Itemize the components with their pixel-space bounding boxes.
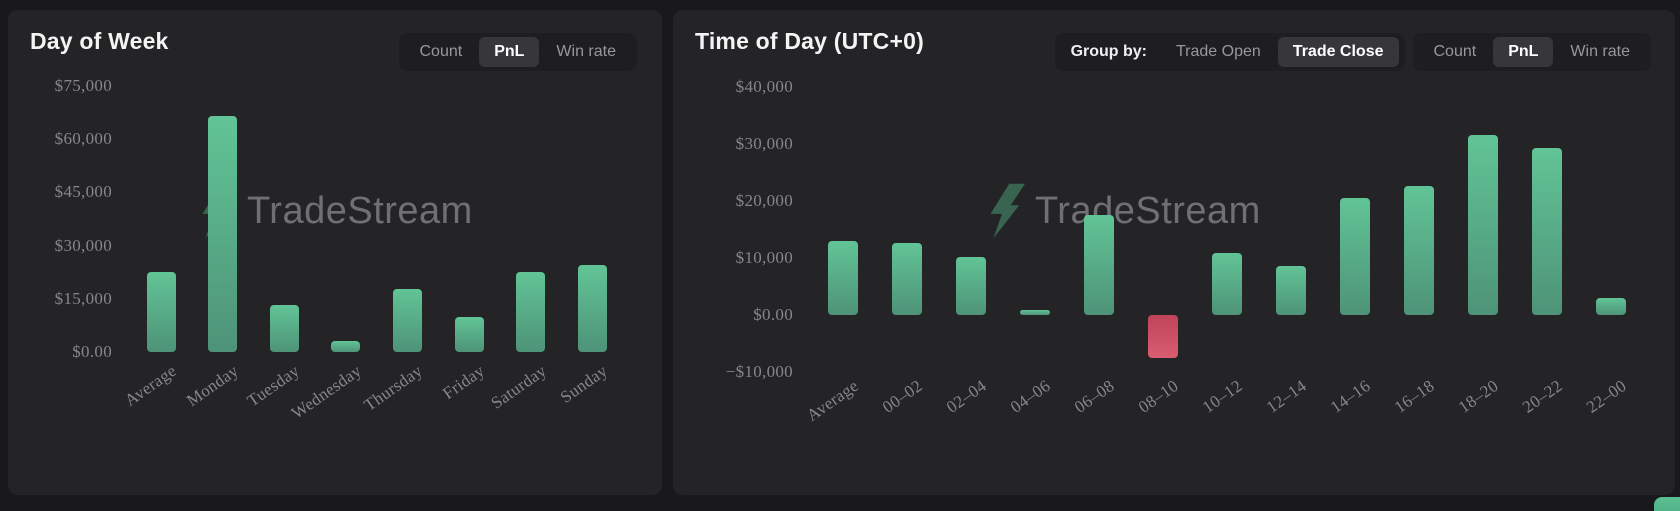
bar-06–08[interactable]	[1084, 215, 1114, 315]
bar-Saturday[interactable]	[516, 272, 546, 352]
metric-toggle: Count PnL Win rate	[1412, 33, 1651, 71]
bar-Average[interactable]	[146, 272, 176, 352]
bar-02–04[interactable]	[956, 256, 986, 315]
watermark: TradeStream	[979, 182, 1261, 240]
x-axis-tick-label: Average	[121, 361, 180, 411]
chart-title: Day of Week	[30, 28, 169, 54]
pnl-button[interactable]: PnL	[479, 37, 540, 67]
y-axis-tick-label: $0.00	[753, 305, 793, 324]
pnl-button[interactable]: PnL	[1493, 37, 1554, 67]
bar-14–16[interactable]	[1340, 198, 1370, 315]
y-axis-tick-label: $75,000	[54, 76, 112, 95]
bar-Monday[interactable]	[208, 116, 238, 352]
y-axis-tick-label: −$10,000	[725, 362, 793, 381]
bar-22–00[interactable]	[1596, 297, 1626, 315]
bar-Tuesday[interactable]	[269, 305, 299, 352]
y-axis-tick-label: $45,000	[54, 182, 112, 202]
day-of-week-chart: $75,000 $60,000 $45,000 $30,000 $15,000 $0.00…	[8, 10, 662, 495]
bar-16–18[interactable]	[1404, 186, 1434, 315]
trade-close-button[interactable]: Trade Close	[1277, 37, 1399, 67]
y-axis-tick-label: $15,000	[54, 288, 112, 308]
time-of-day-card: Time of Day (UTC+0) Group by: Trade Open…	[673, 10, 1675, 495]
day-of-week-card: Day of Week Count PnL Win rate TradeStre…	[8, 10, 662, 495]
bar-08–10[interactable]	[1148, 315, 1178, 359]
y-axis-tick-label: $10,000	[735, 248, 793, 267]
bar-Thursday[interactable]	[392, 288, 422, 352]
group-by-toggle: Group by: Trade Open Trade Close	[1054, 33, 1405, 71]
bar-04–06[interactable]	[1020, 309, 1050, 315]
partial-element-below	[1654, 497, 1680, 511]
tradestream-logo-icon	[990, 183, 1025, 239]
y-axis-tick-label: $30,000	[735, 134, 793, 153]
bar-20–22[interactable]	[1532, 147, 1562, 315]
time-of-day-chart: $40,000 $30,000 $20,000 $10,000 $0.00 −$10,00…	[673, 10, 1675, 495]
bar-Friday[interactable]	[454, 316, 484, 352]
group-by-label: Group by:	[1070, 43, 1147, 60]
bar-18–20[interactable]	[1468, 135, 1498, 315]
bar-Average[interactable]	[828, 240, 858, 315]
count-button[interactable]: Count	[405, 37, 478, 67]
count-button[interactable]: Count	[1419, 37, 1492, 67]
bar-12–14[interactable]	[1276, 265, 1306, 315]
trade-open-button[interactable]: Trade Open	[1161, 37, 1276, 67]
win-rate-button[interactable]: Win rate	[1555, 37, 1645, 67]
y-axis-tick-label: $60,000	[54, 129, 112, 149]
bar-00–02[interactable]	[892, 243, 922, 315]
y-axis-tick-label: $40,000	[735, 77, 793, 96]
win-rate-button[interactable]: Win rate	[541, 37, 631, 67]
chart-title: Time of Day (UTC+0)	[695, 28, 924, 54]
y-axis-tick-label: $0.00	[72, 342, 112, 361]
bar-Wednesday[interactable]	[331, 341, 361, 352]
y-axis-tick-label: $30,000	[54, 235, 112, 255]
metric-toggle: Count PnL Win rate	[398, 33, 637, 71]
y-axis-tick-label: $20,000	[735, 191, 793, 210]
watermark-text: TradeStream	[247, 190, 473, 232]
watermark-text: TradeStream	[1035, 190, 1261, 232]
bar-Sunday[interactable]	[577, 265, 607, 352]
bar-10–12[interactable]	[1212, 253, 1242, 315]
